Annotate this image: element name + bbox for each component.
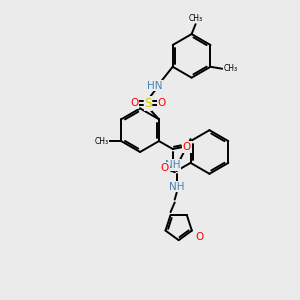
Text: NH: NH [165,160,181,170]
Text: CH₃: CH₃ [223,64,237,73]
Text: CH₃: CH₃ [94,136,109,146]
Text: CH₃: CH₃ [188,14,203,23]
Text: NH: NH [169,182,184,192]
Text: O: O [158,98,166,108]
Text: O: O [183,142,191,152]
Text: O: O [161,163,169,173]
Text: O: O [130,98,138,108]
Text: O: O [196,232,204,242]
Text: S: S [144,97,152,110]
Text: HN: HN [147,81,163,91]
